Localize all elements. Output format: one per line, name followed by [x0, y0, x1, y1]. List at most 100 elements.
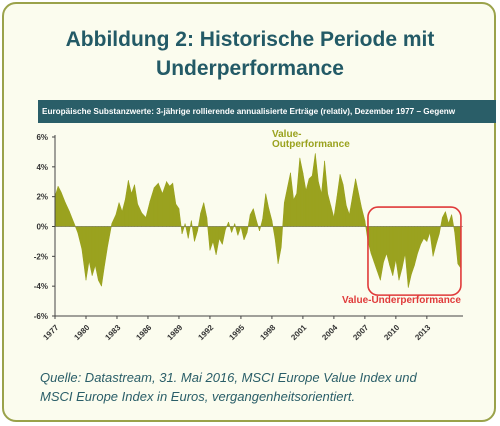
area-segment — [262, 193, 267, 227]
area-segment — [376, 226, 381, 281]
area-segment — [280, 202, 285, 248]
area-segment — [256, 220, 260, 232]
area-segment — [115, 202, 120, 227]
x-tick-label: 1980 — [72, 323, 91, 342]
area-segment — [184, 223, 189, 239]
area-segment — [234, 223, 239, 236]
annotation-outperformance-line-1: Value- — [272, 129, 301, 140]
area-segment — [398, 226, 403, 281]
area-segment — [411, 226, 415, 275]
area-segment — [246, 214, 251, 233]
area-segment — [225, 221, 229, 230]
area-segment — [296, 157, 301, 227]
area-segment — [308, 175, 313, 227]
area-segment — [265, 193, 270, 227]
area-segment — [231, 223, 236, 233]
area-segment — [271, 220, 276, 239]
area-segment — [65, 202, 70, 227]
area-segment — [345, 205, 350, 227]
area-segment — [442, 211, 446, 227]
area-segment — [137, 203, 143, 227]
title-line-2: Underperformance — [156, 57, 344, 80]
caption-line-2: MSCI Europe Index in Euros, vergangenhei… — [40, 389, 356, 404]
y-tick-label: -4% — [34, 282, 48, 291]
title-line-1: Abbildung 2: Historische Periode mit — [65, 28, 435, 51]
area-segment — [429, 226, 434, 257]
x-tick-label: 1977 — [41, 323, 60, 342]
area-segment — [432, 226, 437, 257]
annotation-underperformance: Value-Underperformance — [342, 295, 461, 306]
area-segment — [333, 196, 338, 227]
x-tick-label: 1983 — [103, 323, 122, 342]
area-segment — [149, 187, 155, 227]
area-segment — [386, 226, 390, 266]
area-segment — [203, 202, 208, 227]
area-segment — [194, 226, 198, 242]
area-segment — [145, 201, 151, 227]
area-segment — [243, 226, 248, 241]
area-segment — [349, 196, 353, 227]
area-segment — [153, 182, 159, 227]
area-segment — [141, 212, 147, 227]
area-segment — [249, 208, 254, 227]
source-caption: Quelle: Datastream, 31. Mai 2016, MSCI E… — [40, 368, 480, 406]
area-segment — [355, 178, 359, 227]
area-segment — [392, 226, 397, 276]
area-segment — [299, 157, 304, 227]
figure-title: Abbildung 2: Historische Periode mit Und… — [0, 25, 500, 83]
annotation-outperformance-line-2: Outperformance — [272, 139, 350, 150]
x-tick-label: 1998 — [258, 323, 277, 342]
x-tick-label: 1986 — [134, 323, 153, 342]
x-tick-label: 1995 — [227, 323, 246, 342]
area-segment — [407, 226, 412, 288]
area-segment — [327, 193, 332, 227]
area-segment — [321, 160, 325, 227]
area-segment — [88, 226, 93, 276]
y-tick-label: 6% — [36, 133, 48, 142]
figure-card — [2, 2, 496, 422]
area-segment — [98, 226, 102, 287]
x-tick-label: 2001 — [289, 323, 308, 342]
x-tick-label: 1989 — [165, 323, 184, 342]
area-segment — [423, 226, 428, 243]
area-segment — [417, 226, 421, 254]
area-segment — [191, 220, 195, 242]
area-segment — [330, 205, 335, 227]
area-segment — [128, 180, 132, 227]
y-tick-label: 4% — [36, 163, 48, 172]
x-tick-label: 2010 — [382, 323, 401, 342]
area-segment — [166, 180, 170, 227]
area-segment — [222, 226, 226, 245]
x-tick-label: 2013 — [413, 323, 432, 342]
area-segment — [352, 178, 356, 227]
area-segment — [218, 226, 223, 245]
area-segment — [197, 213, 201, 232]
area-segment — [358, 193, 363, 227]
area-segment — [60, 192, 66, 227]
area-segment — [342, 184, 347, 227]
area-segment — [206, 217, 211, 251]
area-segment — [336, 174, 341, 227]
area-segment — [426, 226, 431, 242]
area-segment — [389, 226, 394, 276]
area-segment — [94, 226, 99, 281]
area-segment — [284, 187, 288, 227]
area-segment — [395, 226, 400, 281]
area-segment — [228, 221, 232, 233]
area-segment — [101, 226, 105, 287]
area-segment — [290, 172, 294, 227]
area-segment — [253, 208, 257, 227]
area-segment — [121, 199, 126, 227]
caption-line-1: Quelle: Datastream, 31. Mai 2016, MSCI E… — [40, 370, 417, 385]
area-segment — [57, 186, 62, 227]
area-segment — [277, 226, 282, 264]
area-segment — [157, 183, 163, 227]
area-segment — [311, 153, 316, 227]
area-segment — [401, 226, 406, 269]
chart-subtitle-banner: Europäische Substanzwerte: 3-jährige rol… — [38, 100, 496, 123]
area-segment — [118, 202, 123, 227]
x-tick-label: 1992 — [196, 323, 215, 342]
y-tick-label: -2% — [34, 252, 48, 261]
area-segment — [107, 223, 113, 246]
area-segment — [361, 208, 366, 227]
